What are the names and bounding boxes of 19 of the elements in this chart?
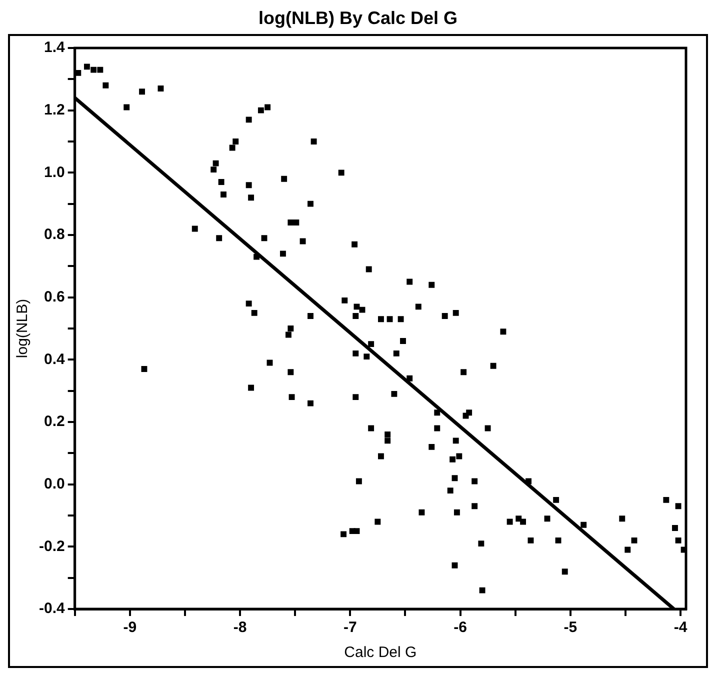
x-axis-title: Calc Del G [344, 644, 417, 662]
x-tick-label: -6 [454, 619, 467, 636]
y-tick-label: 1.0 [44, 164, 65, 181]
x-tick-label: -4 [674, 619, 688, 636]
y-tick-label: 1.2 [44, 101, 65, 118]
y-tick-label: 0.2 [44, 413, 65, 430]
y-tick-label: 1.4 [44, 39, 66, 56]
chart-title: log(NLB) By Calc Del G [257, 8, 459, 30]
x-tick-label: -8 [233, 619, 247, 636]
x-tick-label: -7 [343, 619, 357, 636]
y-axis-title: log(NLB) [14, 298, 32, 358]
y-tick-label: 0.6 [44, 288, 65, 306]
y-tick-label: 0.0 [44, 475, 65, 492]
y-tick-label: -0.4 [38, 600, 66, 618]
y-tick-label: 0.4 [44, 350, 66, 368]
y-tick-label: 0.8 [44, 226, 65, 244]
y-tick-label: -0.2 [38, 538, 65, 555]
x-tick-label: -5 [564, 619, 578, 636]
x-tick-label: -9 [123, 619, 137, 636]
